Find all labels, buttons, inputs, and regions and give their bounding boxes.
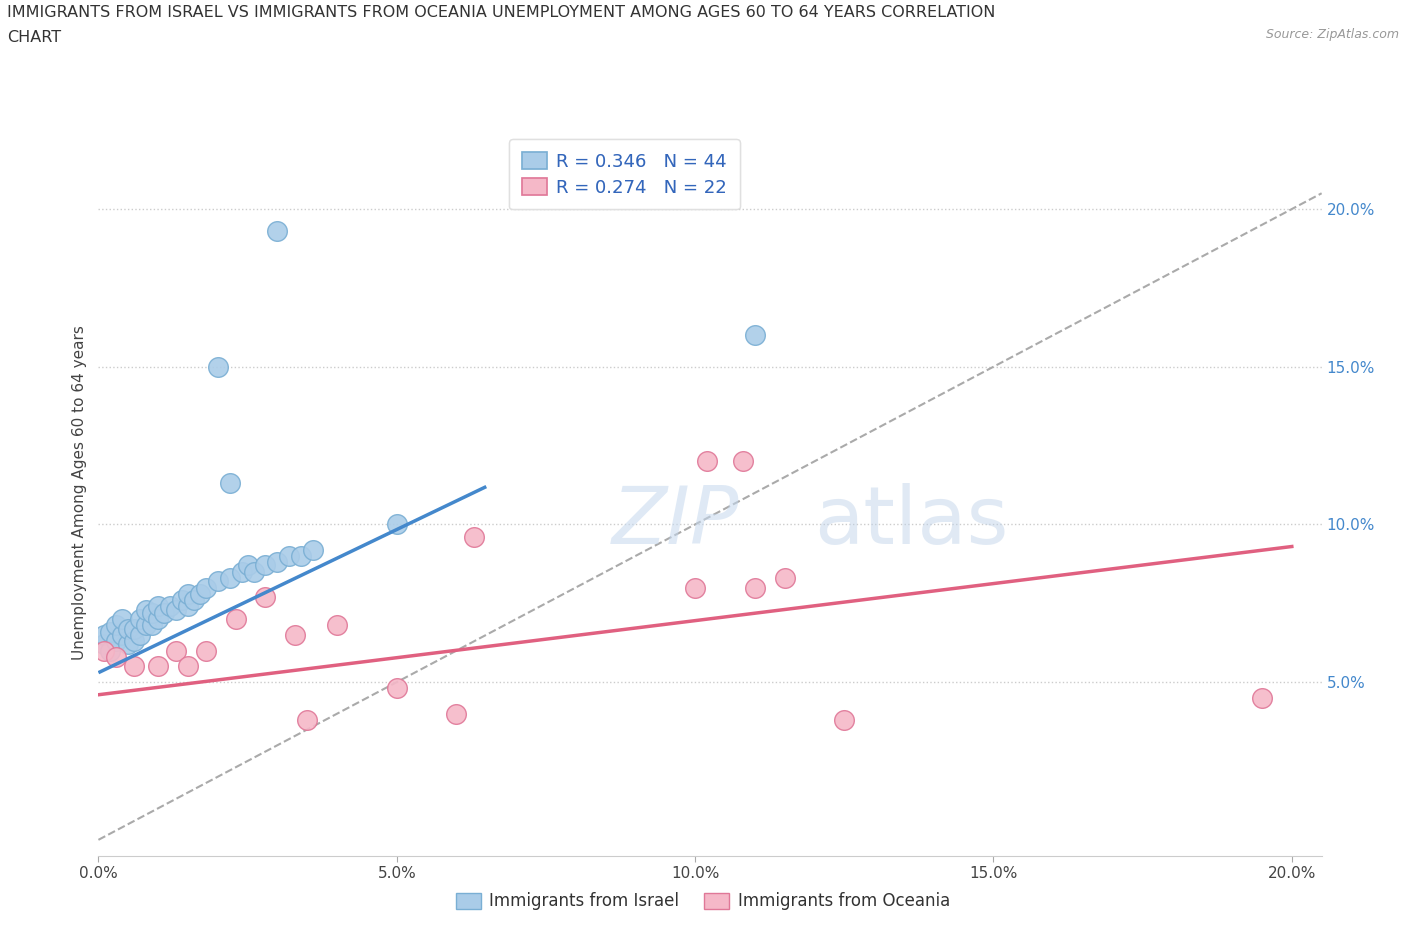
Point — [122, 659, 145, 674]
Point — [218, 476, 240, 491]
Point — [117, 621, 139, 636]
Point — [194, 644, 217, 658]
Text: ZIP: ZIP — [612, 483, 740, 561]
Point — [218, 571, 240, 586]
Point — [153, 605, 176, 620]
Point — [297, 712, 319, 727]
Point — [696, 454, 718, 469]
Point — [177, 659, 200, 674]
Point — [446, 706, 468, 721]
Point — [122, 633, 145, 648]
Point — [129, 612, 152, 627]
Point — [290, 549, 312, 564]
Point — [385, 681, 408, 696]
Y-axis label: Unemployment Among Ages 60 to 64 years: Unemployment Among Ages 60 to 64 years — [72, 326, 87, 660]
Point — [242, 565, 264, 579]
Point — [463, 529, 485, 544]
Point — [111, 612, 134, 627]
Point — [111, 628, 134, 643]
Point — [326, 618, 349, 632]
Point — [773, 571, 796, 586]
Point — [731, 454, 754, 469]
Point — [284, 628, 307, 643]
Point — [744, 580, 766, 595]
Text: atlas: atlas — [814, 483, 1008, 561]
Point — [188, 587, 211, 602]
Point — [266, 224, 288, 239]
Point — [683, 580, 706, 595]
Point — [1251, 690, 1274, 705]
Point — [105, 618, 128, 632]
Point — [236, 558, 259, 573]
Point — [122, 621, 145, 636]
Point — [177, 587, 200, 602]
Point — [105, 649, 128, 664]
Point — [207, 359, 229, 374]
Point — [146, 612, 169, 627]
Point — [744, 327, 766, 342]
Point — [231, 565, 253, 579]
Point — [129, 628, 152, 643]
Point — [832, 712, 855, 727]
Point — [93, 637, 115, 652]
Point — [165, 644, 187, 658]
Point — [165, 602, 187, 617]
Point — [93, 628, 115, 643]
Point — [177, 599, 200, 614]
Legend: R = 0.346   N = 44, R = 0.274   N = 22: R = 0.346 N = 44, R = 0.274 N = 22 — [509, 140, 740, 209]
Point — [146, 599, 169, 614]
Point — [225, 612, 247, 627]
Point — [135, 602, 157, 617]
Point — [207, 574, 229, 589]
Point — [266, 555, 288, 570]
Point — [254, 590, 277, 604]
Point — [302, 542, 325, 557]
Point — [98, 624, 121, 639]
Point — [385, 517, 408, 532]
Text: CHART: CHART — [7, 30, 60, 45]
Point — [141, 605, 163, 620]
Point — [93, 644, 115, 658]
Point — [135, 618, 157, 632]
Point — [183, 592, 205, 607]
Point — [159, 599, 181, 614]
Point — [105, 633, 128, 648]
Point — [98, 644, 121, 658]
Point — [278, 549, 301, 564]
Point — [141, 618, 163, 632]
Text: Source: ZipAtlas.com: Source: ZipAtlas.com — [1265, 28, 1399, 41]
Text: IMMIGRANTS FROM ISRAEL VS IMMIGRANTS FROM OCEANIA UNEMPLOYMENT AMONG AGES 60 TO : IMMIGRANTS FROM ISRAEL VS IMMIGRANTS FRO… — [7, 5, 995, 20]
Point — [194, 580, 217, 595]
Point — [146, 659, 169, 674]
Point — [254, 558, 277, 573]
Point — [170, 592, 193, 607]
Point — [117, 637, 139, 652]
Legend: Immigrants from Israel, Immigrants from Oceania: Immigrants from Israel, Immigrants from … — [450, 885, 956, 917]
